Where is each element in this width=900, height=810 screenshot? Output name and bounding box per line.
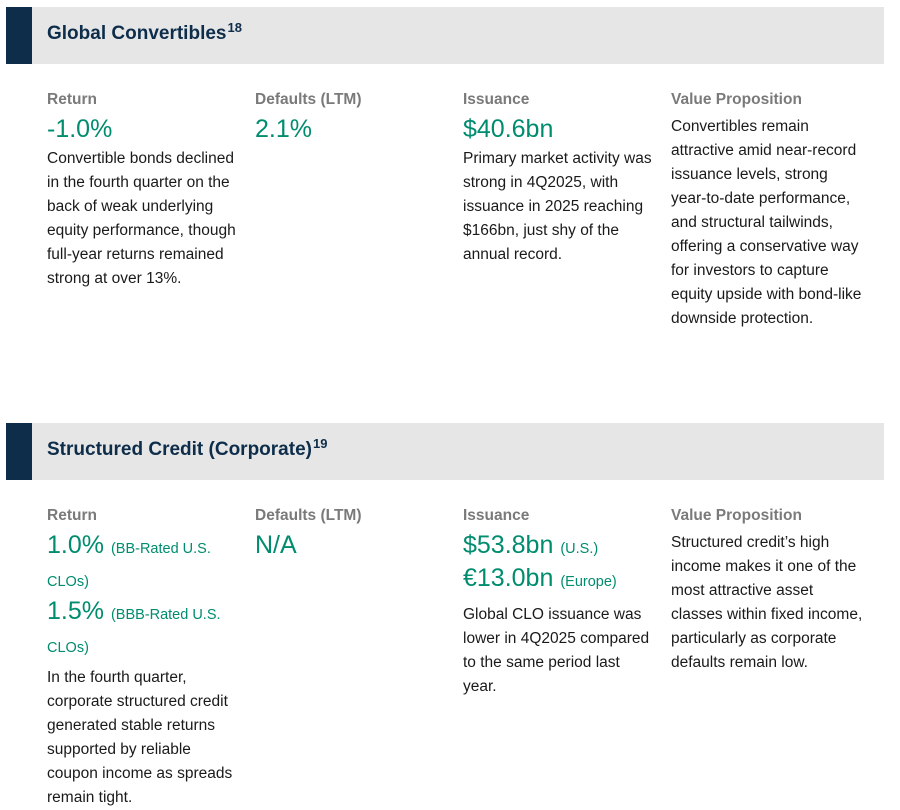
defaults-value: N/A <box>255 531 297 559</box>
issuance-value-us: $53.8bn (U.S.) <box>463 531 599 559</box>
defaults-column: Defaults (LTM) N/A <box>255 506 445 560</box>
value-proposition-column: Value Proposition Convertibles remain at… <box>671 90 866 331</box>
issuance-heading: Issuance <box>463 91 530 108</box>
section-header-structured-credit: Structured Credit (Corporate)19 <box>6 423 884 480</box>
issuance-column: Issuance $40.6bn Primary market activity… <box>463 90 653 267</box>
value-proposition-heading: Value Proposition <box>671 91 802 108</box>
issuance-column: Issuance $53.8bn (U.S.) €13.0bn (Europe)… <box>463 506 653 699</box>
defaults-heading: Defaults (LTM) <box>255 91 362 108</box>
return-value-bbb: 1.5% (BBB-Rated U.S. CLOs) <box>47 597 221 656</box>
section-header-global-convertibles: Global Convertibles18 <box>6 7 884 64</box>
return-heading: Return <box>47 507 97 524</box>
value-proposition-column: Value Proposition Structured credit’s hi… <box>671 506 866 675</box>
section-title: Global Convertibles18 <box>47 20 242 44</box>
defaults-value: 2.1% <box>255 115 312 143</box>
value-proposition-text: Structured credit’s high income makes it… <box>671 534 863 671</box>
issuance-description: Global CLO issuance was lower in 4Q2025 … <box>463 606 650 695</box>
return-description: Convertible bonds declined in the fourth… <box>47 150 236 287</box>
return-value: -1.0% <box>47 115 113 143</box>
section-accent-bar <box>6 7 32 64</box>
footnote-marker: 18 <box>227 20 242 35</box>
return-value-bb: 1.0% (BB-Rated U.S. CLOs) <box>47 531 211 590</box>
issuance-heading: Issuance <box>463 507 530 524</box>
defaults-heading: Defaults (LTM) <box>255 507 362 524</box>
return-heading: Return <box>47 91 97 108</box>
issuance-note-us: (U.S.) <box>560 541 599 557</box>
issuance-value-europe: €13.0bn (Europe) <box>463 564 617 592</box>
return-note-bb: (BB-Rated U.S. CLOs) <box>47 541 211 590</box>
section-title: Structured Credit (Corporate)19 <box>47 436 328 460</box>
value-proposition-text: Convertibles remain attractive amid near… <box>671 118 862 327</box>
return-description: In the fourth quarter, corporate structu… <box>47 669 233 806</box>
issuance-description: Primary market activity was strong in 4Q… <box>463 150 652 263</box>
issuance-value: $40.6bn <box>463 115 554 143</box>
return-column: Return 1.0% (BB-Rated U.S. CLOs) 1.5% (B… <box>47 506 237 810</box>
defaults-column: Defaults (LTM) 2.1% <box>255 90 445 144</box>
section-accent-bar <box>6 423 32 480</box>
issuance-note-europe: (Europe) <box>560 574 617 590</box>
value-proposition-heading: Value Proposition <box>671 507 802 524</box>
return-note-bbb: (BBB-Rated U.S. CLOs) <box>47 607 221 656</box>
footnote-marker: 19 <box>312 436 328 451</box>
return-column: Return -1.0% Convertible bonds declined … <box>47 90 237 291</box>
